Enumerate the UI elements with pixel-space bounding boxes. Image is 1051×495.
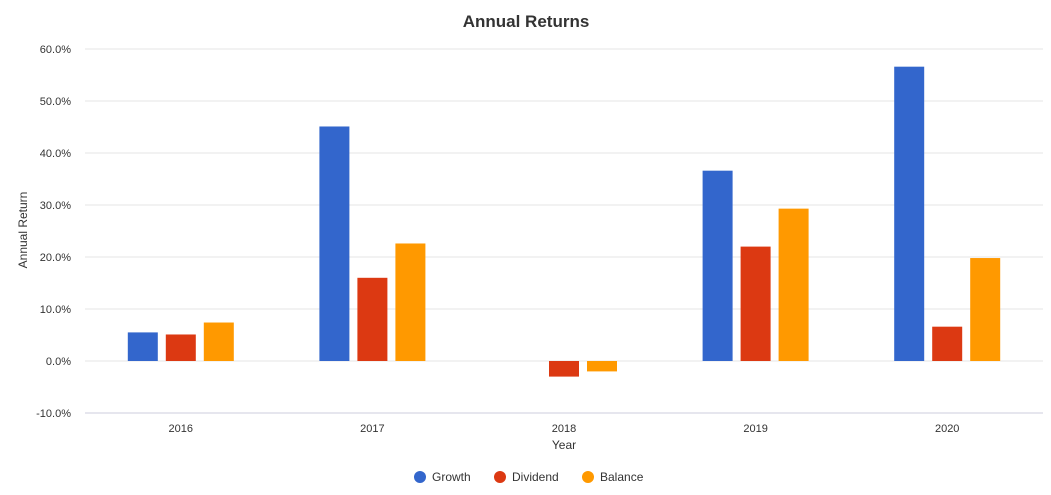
bar-dividend-2017[interactable] (357, 277, 388, 361)
bar-dividend-2016[interactable] (165, 334, 196, 361)
legend-marker (494, 471, 506, 483)
y-tick-label: 10.0% (40, 304, 71, 316)
bar-balance-2016[interactable] (203, 322, 234, 361)
x-tick-label: 2016 (169, 423, 193, 435)
legend: Growth Dividend Balance (414, 470, 644, 484)
y-tick-label: 0.0% (46, 356, 71, 368)
bar-balance-2019[interactable] (778, 208, 809, 361)
y-tick-label: 30.0% (40, 200, 71, 212)
y-tick-label: 40.0% (40, 148, 71, 160)
y-axis-title: Annual Return (16, 192, 30, 269)
legend-item-balance[interactable]: Balance (582, 470, 644, 484)
y-tick-label: 60.0% (40, 44, 71, 56)
bar-balance-2020[interactable] (970, 258, 1001, 361)
x-tick-label: 2019 (743, 423, 767, 435)
x-tick-label: 2017 (360, 423, 384, 435)
bar-dividend-2018[interactable] (549, 361, 579, 377)
y-tick-label: 50.0% (40, 96, 71, 108)
x-tick-label: 2018 (552, 423, 576, 435)
chart-title: Annual Returns (463, 12, 590, 31)
bar-growth-2019[interactable] (702, 170, 733, 361)
bar-balance-2018[interactable] (587, 361, 617, 372)
y-tick-labels: -10.0% 0.0% 10.0% 20.0% 30.0% 40.0% 50.0% 60.0% (36, 44, 71, 420)
legend-label: Dividend (512, 470, 559, 484)
y-tick-label: -10.0% (36, 408, 71, 420)
gridlines (85, 48, 1043, 362)
bar-dividend-2020[interactable] (932, 326, 963, 361)
legend-marker (582, 471, 594, 483)
bar-growth-2020[interactable] (894, 66, 925, 362)
legend-item-growth[interactable]: Growth (414, 470, 471, 484)
legend-marker (414, 471, 426, 483)
bar-growth-2016[interactable] (127, 332, 158, 361)
legend-label: Growth (432, 470, 471, 484)
bars (127, 66, 1001, 377)
bar-growth-2017[interactable] (319, 126, 350, 361)
bar-dividend-2019[interactable] (740, 246, 771, 361)
legend-item-dividend[interactable]: Dividend (494, 470, 559, 484)
y-tick-label: 20.0% (40, 252, 71, 264)
bar-balance-2017[interactable] (395, 243, 426, 361)
x-tick-label: 2020 (935, 423, 959, 435)
legend-label: Balance (600, 470, 644, 484)
x-axis-title: Year (552, 438, 576, 452)
x-tick-labels: 2016 2017 2018 2019 2020 (169, 423, 960, 435)
